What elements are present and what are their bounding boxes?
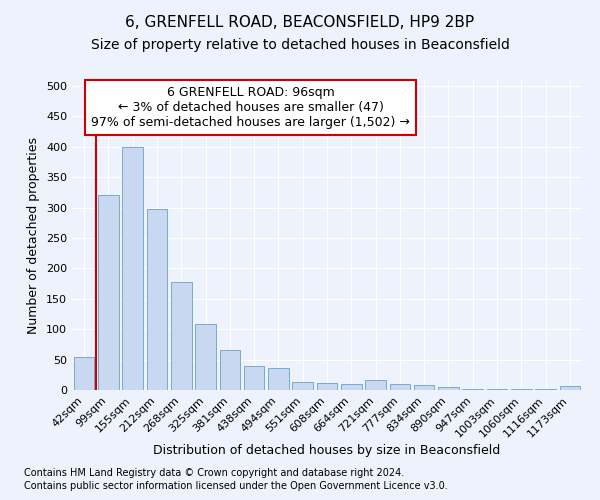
Bar (389, 384, 410, 390)
Bar (74, 356, 94, 390)
Bar (98, 196, 119, 390)
Text: Contains HM Land Registry data © Crown copyright and database right 2024.: Contains HM Land Registry data © Crown c… (24, 468, 404, 477)
Bar (292, 382, 313, 390)
Text: 6 GRENFELL ROAD: 96sqm
← 3% of detached houses are smaller (47)
97% of semi-deta: 6 GRENFELL ROAD: 96sqm ← 3% of detached … (91, 86, 410, 129)
Text: 6, GRENFELL ROAD, BEACONSFIELD, HP9 2BP: 6, GRENFELL ROAD, BEACONSFIELD, HP9 2BP (125, 15, 475, 30)
Bar (317, 382, 337, 390)
Bar (341, 384, 362, 390)
Bar (414, 385, 434, 390)
Bar (365, 380, 386, 390)
Text: Contains public sector information licensed under the Open Government Licence v3: Contains public sector information licen… (24, 481, 448, 491)
Bar (122, 147, 143, 390)
Bar (438, 387, 459, 390)
Bar (146, 210, 167, 390)
Y-axis label: Number of detached properties: Number of detached properties (28, 136, 40, 334)
X-axis label: Distribution of detached houses by size in Beaconsfield: Distribution of detached houses by size … (154, 444, 500, 457)
Bar (220, 350, 240, 390)
Bar (511, 389, 532, 390)
Bar (560, 386, 580, 390)
Bar (463, 389, 483, 390)
Bar (268, 368, 289, 390)
Text: Size of property relative to detached houses in Beaconsfield: Size of property relative to detached ho… (91, 38, 509, 52)
Bar (195, 324, 216, 390)
Bar (244, 366, 265, 390)
Bar (171, 282, 191, 390)
